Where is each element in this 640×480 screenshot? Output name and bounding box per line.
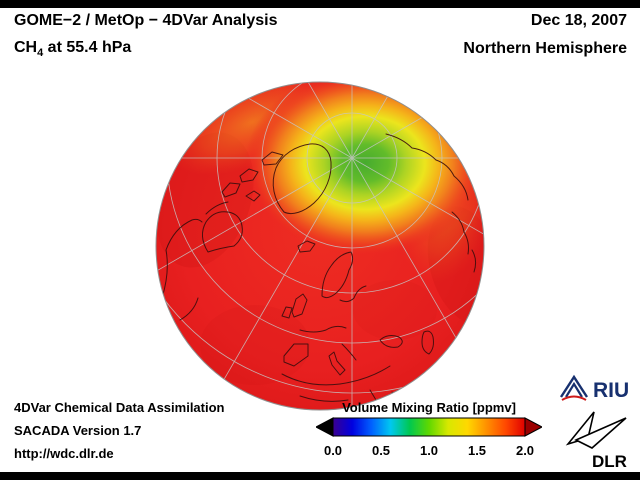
polar-vortex-patch (245, 82, 484, 256)
coastlines (161, 133, 477, 409)
colorbar-ticks: 0.0 0.5 1.0 1.5 2.0 (0, 443, 640, 459)
pressure-level-label: at 55.4 hPa (43, 38, 132, 56)
hemisphere-label: Northern Hemisphere (463, 39, 627, 57)
date-label: Dec 18, 2007 (530, 12, 627, 29)
date-block: Dec 18, 2007 Northern Hemisphere (463, 12, 627, 58)
colorbar-tick-2: 1.0 (419, 443, 439, 458)
plot-subtitle: CH4 at 55.4 hPa (14, 38, 278, 60)
colorbar-gradient (332, 417, 526, 437)
url-label: http://wdc.dlr.de (14, 446, 114, 461)
colorbar-tick-1: 0.5 (371, 443, 391, 458)
plot-title-block: GOME−2 / MetOp − 4DVar Analysis CH4 at 5… (14, 12, 278, 60)
dlr-logo-text: DLR (592, 452, 627, 470)
version-label: SACADA Version 1.7 (14, 423, 142, 438)
plot-title: GOME−2 / MetOp − 4DVar Analysis (14, 12, 278, 29)
bottom-border-bar (0, 472, 640, 480)
riu-logo: RIU (559, 374, 629, 402)
top-border-bar (0, 0, 640, 8)
species-label: CH (14, 38, 38, 56)
dlr-arrow-icon (574, 417, 627, 449)
riu-red-swoosh-icon (561, 395, 587, 401)
colorbar-tick-3: 1.5 (467, 443, 487, 458)
colorbar-tick-0: 0.0 (323, 443, 343, 458)
riu-logo-text: RIU (593, 379, 629, 402)
dlr-logo: DLR (565, 411, 627, 470)
colorbar-title: Volume Mixing Ratio [ppmv] (342, 400, 516, 415)
colorbar-right-arrow (524, 417, 542, 437)
globe-rim (155, 81, 485, 411)
species-subscript: 4 (37, 46, 44, 59)
colorbar-left-arrow (316, 417, 334, 437)
riu-mountain-icon (559, 374, 589, 398)
riu-mountain-inner-icon (565, 381, 583, 398)
credits-block: 4DVar Chemical Data Assimilation SACADA … (14, 401, 225, 460)
colorbar (316, 417, 542, 437)
colorbar-tick-4: 2.0 (515, 443, 535, 458)
assimilation-label: 4DVar Chemical Data Assimilation (14, 400, 225, 415)
